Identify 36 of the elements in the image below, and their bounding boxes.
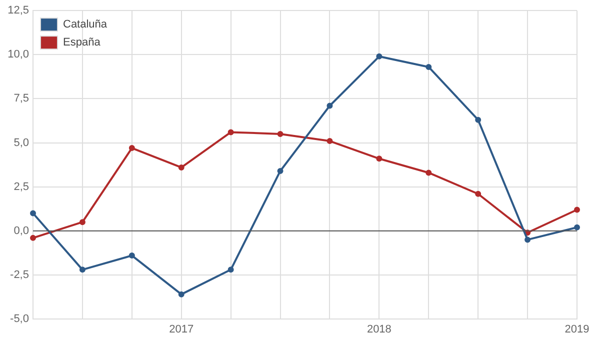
point: [277, 168, 284, 174]
y-tick-label: -5,0: [10, 313, 29, 326]
legend-label: España: [63, 36, 102, 49]
point: [79, 266, 86, 273]
y-tick-label: 7,5: [14, 92, 29, 105]
point: [128, 252, 135, 259]
point: [426, 64, 432, 70]
point: [376, 156, 382, 162]
point: [228, 266, 234, 273]
point: [79, 219, 86, 226]
x-tick-label: 2018: [366, 324, 392, 336]
point: [277, 130, 284, 137]
point: [574, 224, 580, 230]
point: [376, 53, 382, 60]
point: [128, 145, 135, 152]
y-tick-label: 5,0: [14, 136, 29, 149]
point: [426, 170, 432, 176]
point: [178, 291, 184, 298]
point: [30, 210, 36, 216]
y-tick-label: 10,0: [8, 48, 29, 61]
y-tick-label: 2,5: [14, 180, 29, 193]
y-tick-label: 12,5: [8, 4, 29, 17]
point: [228, 129, 234, 136]
y-tick-label: 0,0: [14, 224, 29, 237]
point: [475, 190, 482, 197]
point: [178, 164, 184, 170]
point: [574, 206, 580, 213]
x-tick-label: 2017: [169, 324, 194, 336]
point: [326, 138, 333, 144]
point: [30, 234, 36, 241]
point: [475, 116, 482, 123]
point: [524, 236, 531, 243]
point: [326, 102, 333, 109]
y-tick-label: -2,5: [10, 268, 29, 281]
x-tick-label: 2019: [564, 324, 590, 336]
legend-label: Cataluña: [63, 18, 108, 31]
